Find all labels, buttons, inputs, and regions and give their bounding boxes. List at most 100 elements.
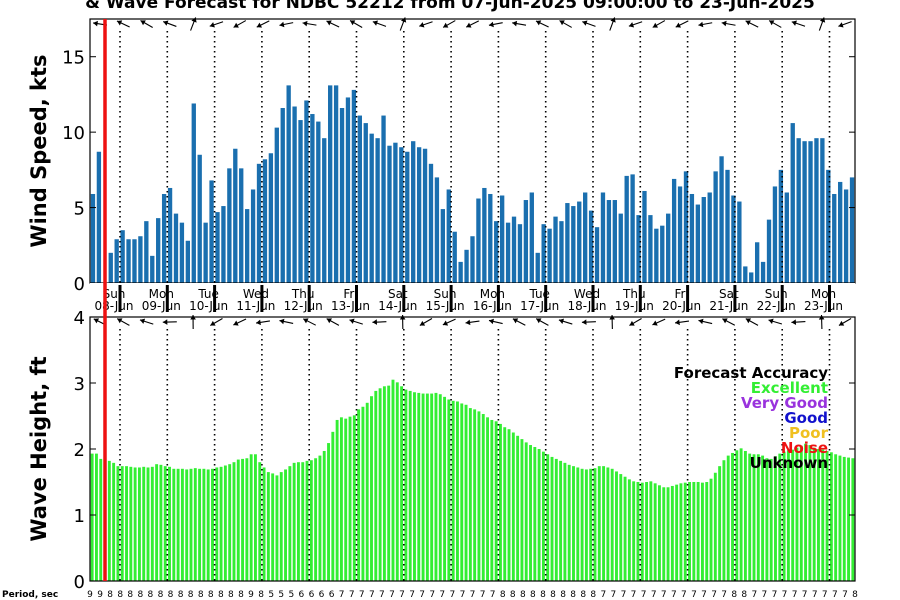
wind-bar — [96, 151, 102, 283]
wave-bar — [395, 382, 399, 581]
wind-ytick-label: 0 — [74, 274, 85, 295]
period-value: 8 — [148, 590, 154, 600]
wind-bar — [286, 85, 291, 283]
wave-direction-arrow — [139, 318, 154, 325]
wave-bar — [739, 448, 743, 581]
period-value: 8 — [208, 590, 214, 600]
wind-bar — [144, 221, 149, 283]
wind-bar — [256, 163, 262, 283]
wind-bar — [642, 190, 647, 283]
wave-bar — [180, 468, 184, 581]
wave-bar — [752, 454, 756, 581]
wind-direction-arrow-head — [512, 20, 518, 27]
wave-bar — [619, 474, 623, 581]
wave-bar — [249, 454, 253, 581]
wave-bar — [339, 417, 343, 581]
wave-bar — [473, 409, 477, 581]
wind-bar — [203, 222, 208, 283]
period-value: 8 — [530, 590, 536, 600]
period-value: 8 — [168, 590, 174, 600]
period-value: 7 — [661, 590, 667, 600]
period-value: 8 — [550, 590, 556, 600]
wave-bar — [447, 399, 451, 581]
day-date-label: 20-Jun — [662, 299, 701, 313]
period-value: 7 — [721, 590, 727, 600]
period-value: 7 — [802, 590, 808, 600]
wind-bar — [547, 228, 552, 283]
wave-bar — [425, 393, 429, 581]
wind-direction-arrow-head — [279, 21, 285, 28]
wave-bar — [382, 386, 386, 581]
wave-bar — [206, 469, 210, 581]
wind-direction-arrow — [768, 20, 782, 28]
wave-direction-arrow-head — [162, 319, 168, 325]
period-value: 8 — [580, 590, 586, 600]
wave-bar — [640, 482, 644, 581]
wind-direction-arrow — [233, 20, 247, 28]
wind-direction-arrow-head — [350, 20, 356, 26]
wind-bar — [333, 85, 339, 283]
wave-bar — [653, 483, 657, 581]
wind-bar — [583, 192, 588, 283]
wind-bar — [244, 209, 250, 283]
day-name-label: Wed — [574, 287, 600, 301]
wave-bar — [378, 388, 382, 581]
wind-bar — [671, 178, 677, 283]
wave-direction-arrow — [116, 318, 130, 326]
wind-bar — [339, 108, 345, 283]
wind-direction-arrow — [302, 20, 317, 27]
wave-bar — [799, 445, 803, 581]
wind-bar — [624, 175, 629, 283]
wave-bar — [150, 466, 154, 581]
wave-bar — [829, 452, 833, 581]
period-value: 8 — [731, 590, 737, 600]
wind-bar — [250, 189, 256, 283]
wave-bar — [271, 473, 275, 581]
day-name-label: Tue — [528, 287, 550, 301]
wave-direction-arrow — [162, 319, 177, 325]
wave-bar — [795, 447, 799, 581]
wave-bar — [314, 458, 318, 581]
wave-direction-arrow — [488, 318, 503, 325]
wave-bar — [90, 453, 94, 581]
wind-direction-arrow — [535, 20, 549, 28]
wave-direction-arrow — [674, 319, 690, 326]
wind-direction-arrow-head — [582, 20, 588, 26]
legend-item: Poor — [789, 424, 829, 442]
wind-bar — [743, 266, 748, 283]
chart-title: & Wave Forecast for NDBC 52212 from 07-J… — [85, 0, 815, 13]
period-value: 6 — [319, 590, 325, 600]
wave-bar — [176, 468, 180, 581]
wind-bar — [499, 195, 505, 283]
period-value: 5 — [288, 590, 294, 600]
period-value: 7 — [832, 590, 838, 600]
wave-direction-arrow-head — [233, 320, 239, 326]
wind-direction-arrow — [372, 20, 387, 27]
wind-bar — [446, 189, 451, 283]
wave-bar — [185, 469, 189, 581]
day-name-label: Mon — [480, 287, 505, 301]
wave-bar — [107, 460, 111, 581]
wave-bar — [417, 392, 421, 581]
period-value: 7 — [399, 590, 405, 600]
period-value: 7 — [772, 590, 778, 600]
wave-bar — [348, 416, 352, 581]
legend-item: Very Good — [741, 394, 828, 412]
wave-direction-arrow — [442, 318, 456, 326]
day-date-label: 16-Jun — [473, 299, 512, 313]
period-value: 7 — [782, 590, 788, 600]
wave-bar — [851, 458, 855, 581]
wave-bar — [533, 447, 537, 581]
period-value: 8 — [158, 590, 164, 600]
wind-direction-arrow-head — [721, 20, 727, 27]
wind-bar — [784, 192, 789, 283]
wind-direction-arrow-head — [326, 20, 332, 26]
wave-bar — [262, 467, 266, 581]
wave-bar — [189, 468, 193, 581]
wave-bar — [713, 472, 717, 581]
wave-bar — [580, 468, 584, 581]
day-date-label: 13-Jun — [331, 299, 370, 313]
wave-bar — [331, 431, 335, 581]
wind-direction-arrow-head — [209, 22, 215, 28]
legend-title: Forecast Accuracy — [674, 364, 828, 382]
